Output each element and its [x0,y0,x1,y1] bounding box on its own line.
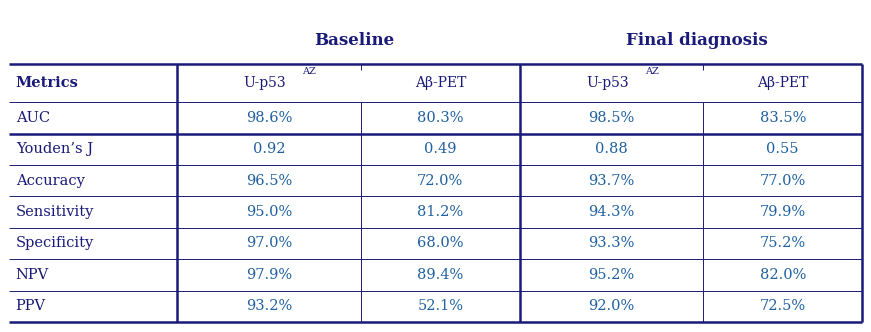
Text: 95.0%: 95.0% [246,205,293,219]
Text: 52.1%: 52.1% [417,299,463,313]
Text: 98.5%: 98.5% [589,111,635,125]
Text: 89.4%: 89.4% [417,268,463,282]
Text: U-p53: U-p53 [586,76,629,90]
Text: 75.2%: 75.2% [760,236,806,251]
Text: 0.49: 0.49 [424,142,456,156]
Text: Final diagnosis: Final diagnosis [626,32,768,49]
Text: 95.2%: 95.2% [589,268,635,282]
Text: Aβ-PET: Aβ-PET [757,76,808,90]
Text: 68.0%: 68.0% [417,236,463,251]
Text: AUC: AUC [16,111,50,125]
Text: 77.0%: 77.0% [760,174,806,188]
Text: 93.2%: 93.2% [246,299,293,313]
Text: 83.5%: 83.5% [760,111,806,125]
Text: 0.92: 0.92 [253,142,286,156]
Text: 97.9%: 97.9% [246,268,292,282]
Text: PPV: PPV [16,299,46,313]
Text: Accuracy: Accuracy [16,174,84,188]
Text: 97.0%: 97.0% [246,236,293,251]
Text: 80.3%: 80.3% [417,111,463,125]
Text: 0.88: 0.88 [595,142,628,156]
Text: 82.0%: 82.0% [760,268,806,282]
Text: 79.9%: 79.9% [760,205,806,219]
Text: 93.7%: 93.7% [589,174,635,188]
Text: Aβ-PET: Aβ-PET [415,76,466,90]
Text: U-p53: U-p53 [244,76,286,90]
Text: 93.3%: 93.3% [588,236,635,251]
Text: 94.3%: 94.3% [589,205,635,219]
Text: 72.0%: 72.0% [417,174,463,188]
Text: 0.55: 0.55 [766,142,799,156]
Text: Baseline: Baseline [314,32,395,49]
Text: 92.0%: 92.0% [589,299,635,313]
Text: Specificity: Specificity [16,236,94,251]
Text: 98.6%: 98.6% [246,111,293,125]
Text: AZ: AZ [645,67,658,76]
Text: Youden’s J: Youden’s J [16,142,93,156]
Text: 72.5%: 72.5% [760,299,806,313]
Text: NPV: NPV [16,268,49,282]
Text: Metrics: Metrics [16,76,78,90]
Text: 81.2%: 81.2% [417,205,463,219]
Text: AZ: AZ [302,67,316,76]
Text: 96.5%: 96.5% [246,174,293,188]
Text: Sensitivity: Sensitivity [16,205,94,219]
